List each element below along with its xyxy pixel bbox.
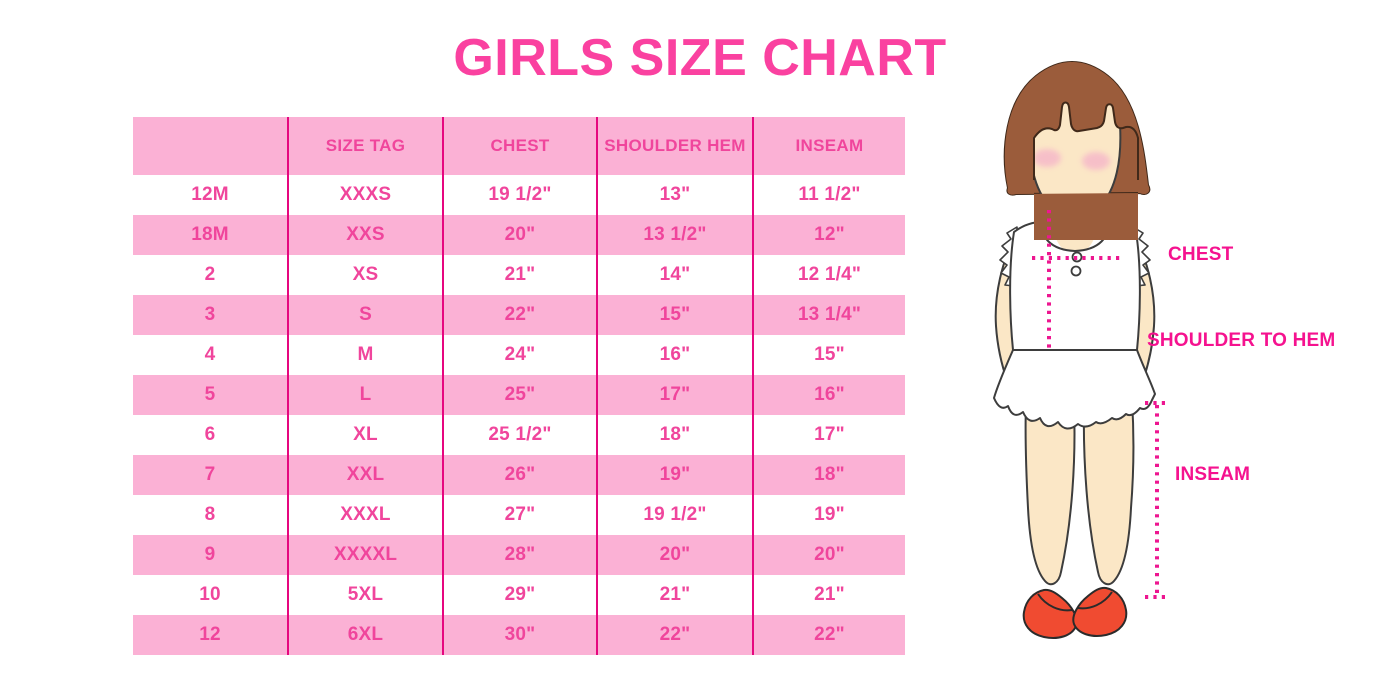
skirt [993,349,1156,430]
table-cell: 12 [133,615,289,655]
table-row: 5 L 25" 17" 16" [133,375,905,415]
table-cell: 25" [444,375,598,415]
table-cell: 13 1/4" [797,304,862,325]
table-cell: 2 [133,255,289,295]
girl-figure-graphic [993,61,1170,639]
table-row: 4 M 24" 16" 15" [133,335,905,375]
table-cell: 15" [598,295,754,335]
table-cell: 17" [814,424,845,445]
table-row: 6 XL 25 1/2" 18" 17" [133,415,905,455]
table-cell: 5XL [289,575,444,615]
table-header-row: SIZE TAG CHEST SHOULDER HEM INSEAM [133,117,905,175]
table-cell: XS [289,255,444,295]
inseam-measurement-label: INSEAM [1175,464,1251,485]
legs [1024,399,1135,586]
table-cell: M [289,335,444,375]
table-cell: 6XL [289,615,444,655]
table-cell: 22" [444,295,598,335]
table-cell: 29" [444,575,598,615]
table-row: 18M XXS 20" 13 1/2" 12" [133,215,905,255]
table-cell: 25 1/2" [444,415,598,455]
table-cell: 13 1/2" [598,215,754,255]
table-cell: 30" [444,615,598,655]
table-cell: 21" [444,255,598,295]
table-cell: 18" [814,464,845,485]
column-header: SIZE TAG [289,117,444,175]
column-header: INSEAM [795,136,864,155]
head [1003,61,1151,240]
table-cell: 20" [444,215,598,255]
table-cell: 13" [598,175,754,215]
table-cell: 20" [814,544,845,565]
girl-illustration [950,30,1400,690]
column-header: SHOULDER HEM [598,117,754,175]
column-header: CHEST [444,117,598,175]
table-row: 7 XXL 26" 19" 18" [133,455,905,495]
table-cell: XL [289,415,444,455]
table-cell: XXS [289,215,444,255]
table-cell: XXXXL [289,535,444,575]
table-row: 8 XXXL 27" 19 1/2" 19" [133,495,905,535]
table-row: 9 XXXXL 28" 20" 20" [133,535,905,575]
table-row: 2 XS 21" 14" 12 1/4" [133,255,905,295]
table-cell: 27" [444,495,598,535]
table-cell: 21" [598,575,754,615]
table-cell: 18" [598,415,754,455]
table-cell: 9 [133,535,289,575]
table-cell: 19" [598,455,754,495]
shoes [1022,586,1128,639]
table-row: 12 6XL 30" 22" 22" [133,615,905,655]
table-cell: 20" [598,535,754,575]
table-cell: 11 1/2" [798,184,861,205]
size-chart-table: SIZE TAG CHEST SHOULDER HEM INSEAM 12M XXXS 1… [133,117,905,655]
table-cell: 18M [133,215,289,255]
table-cell: 15" [814,344,845,365]
table-cell: 12" [814,224,845,245]
page-title: GIRLS SIZE CHART [453,29,947,87]
cheek-blush [1033,149,1061,167]
table-body: 12M XXXS 19 1/2" 13" 11 1/2" 18M XXS 20" 13 1/2"… [133,175,905,655]
table-cell: 24" [444,335,598,375]
column-header [133,117,289,175]
table-cell: 3 [133,295,289,335]
table-cell: XXXL [289,495,444,535]
table-cell: 19" [814,504,845,525]
table-cell: 21" [814,584,845,605]
top-bodice [999,221,1151,351]
table-cell: XXXS [289,175,444,215]
table-row: 3 S 22" 15" 13 1/4" [133,295,905,335]
table-cell: 16" [598,335,754,375]
table-cell: 14" [598,255,754,295]
table-cell: 19 1/2" [444,175,598,215]
table-cell: 26" [444,455,598,495]
table-cell: 8 [133,495,289,535]
cheek-blush [1082,152,1110,170]
button [1070,265,1082,277]
table-cell: 16" [814,384,845,405]
table-cell: 22" [814,624,845,645]
table-cell: L [289,375,444,415]
table-cell: 6 [133,415,289,455]
table-cell: 4 [133,335,289,375]
table-cell: XXL [289,455,444,495]
table-cell: 22" [598,615,754,655]
chest-measurement-label: CHEST [1168,244,1234,265]
table-cell: 12 1/4" [797,264,862,285]
table-cell: 28" [444,535,598,575]
table-row: 10 5XL 29" 21" 21" [133,575,905,615]
table-cell: 12M [133,175,289,215]
hair-bangs-outline [1033,101,1139,180]
table-cell: 17" [598,375,754,415]
table-cell: 5 [133,375,289,415]
table-cell: 19 1/2" [598,495,754,535]
shoulder-to-hem-measurement-label: SHOULDER TO HEM [1147,330,1336,351]
table-cell: 7 [133,455,289,495]
table-cell: S [289,295,444,335]
measurement-lines [1032,210,1170,599]
table-row: 12M XXXS 19 1/2" 13" 11 1/2" [133,175,905,215]
table-cell: 10 [133,575,289,615]
